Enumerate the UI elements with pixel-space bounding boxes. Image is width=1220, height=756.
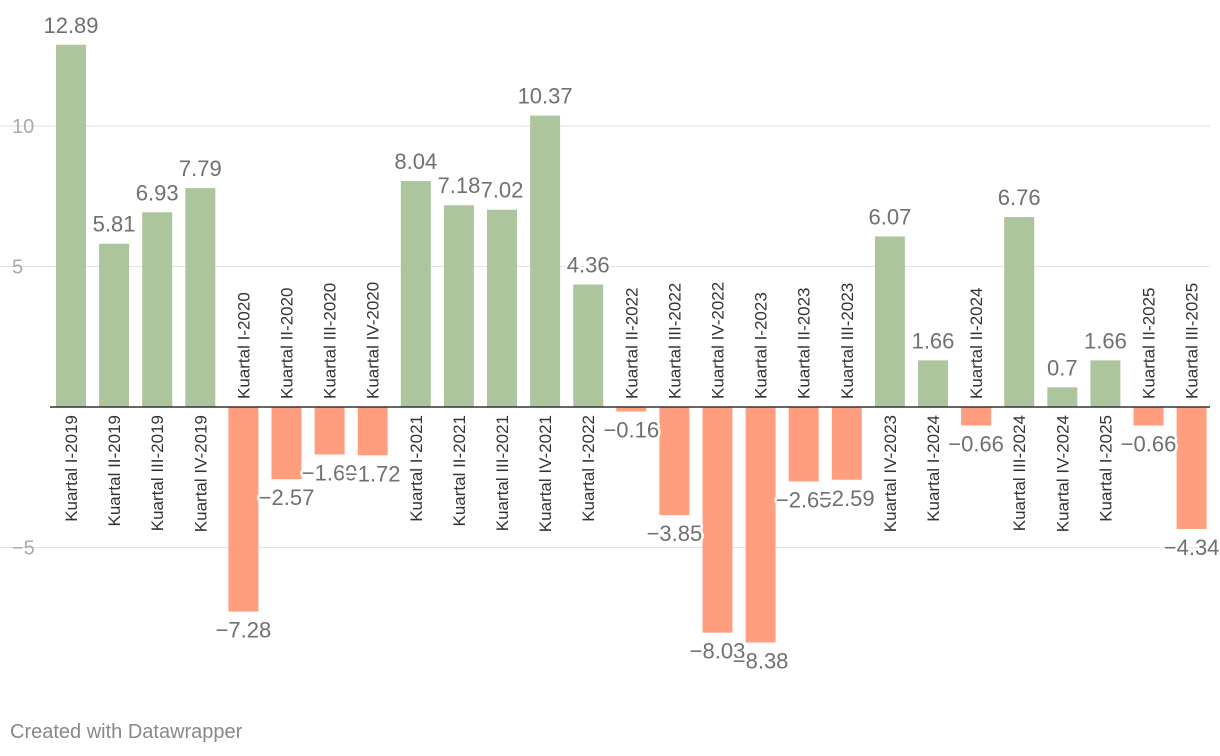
- category-labels: Kuartal I-2019 Kuartal II-2019 Kuartal III…: [62, 282, 1202, 532]
- value-label: 1.66: [1084, 328, 1127, 353]
- bar[interactable]: [487, 209, 517, 407]
- value-label: −2.65: [776, 487, 832, 512]
- bar[interactable]: [745, 407, 776, 643]
- bar[interactable]: [874, 236, 905, 407]
- value-label: 7.18: [437, 173, 480, 198]
- bar[interactable]: [1047, 387, 1078, 407]
- category-label: Kuartal I-2025: [1096, 415, 1115, 522]
- y-tick-label: −5: [12, 538, 35, 560]
- value-label: −2.57: [259, 485, 315, 510]
- category-label: Kuartal III-2019: [148, 415, 167, 531]
- value-label: −1.72: [345, 461, 401, 486]
- bar[interactable]: [271, 407, 302, 480]
- category-label: Kuartal IV-2020: [364, 282, 383, 399]
- value-label: −4.34: [1164, 535, 1220, 560]
- bar[interactable]: [400, 181, 431, 407]
- category-label: Kuartal IV-2019: [191, 415, 210, 532]
- value-label: −0.66: [1121, 432, 1177, 457]
- category-label: Kuartal IV-2022: [709, 282, 728, 399]
- value-label: 8.04: [394, 149, 437, 174]
- bar[interactable]: [314, 407, 345, 455]
- bar[interactable]: [573, 284, 604, 407]
- category-label: Kuartal III-2025: [1183, 283, 1202, 399]
- bar[interactable]: [702, 407, 733, 633]
- value-label: −0.66: [948, 432, 1004, 457]
- value-label: 7.02: [481, 178, 524, 203]
- category-label: Kuartal II-2025: [1140, 287, 1159, 399]
- value-label: −1.69: [302, 460, 358, 485]
- bar[interactable]: [1090, 360, 1121, 407]
- category-label: Kuartal I-2019: [62, 415, 81, 522]
- bar[interactable]: [99, 243, 130, 407]
- value-label: −2.59: [819, 486, 875, 511]
- value-label: 12.89: [43, 13, 98, 38]
- category-label: Kuartal I-2021: [407, 415, 426, 522]
- category-label: Kuartal II-2024: [967, 287, 986, 399]
- bar[interactable]: [56, 44, 86, 407]
- y-tick-label: 10: [12, 116, 34, 138]
- value-labels: 12.89 5.816.937.79 −7.28 −2.57−1.69−1.72 8.0…: [41, 10, 1220, 676]
- y-tick-label: 5: [12, 257, 23, 279]
- value-label: −7.28: [216, 618, 272, 643]
- bar[interactable]: [1176, 407, 1207, 529]
- bar[interactable]: [185, 188, 216, 407]
- value-label: 6.76: [998, 185, 1041, 210]
- category-label: Kuartal III-2022: [665, 283, 684, 399]
- category-label: Kuartal III-2021: [493, 415, 512, 531]
- category-label: Kuartal I-2024: [924, 415, 943, 522]
- category-label: Kuartal I-2023: [752, 292, 771, 399]
- bar[interactable]: [961, 407, 992, 426]
- category-label: Kuartal II-2023: [795, 287, 814, 399]
- value-label: −8.03: [690, 639, 746, 664]
- category-label: Kuartal I-2022: [579, 415, 598, 522]
- value-label: 10.37: [518, 84, 573, 109]
- category-label: Kuartal I-2020: [234, 292, 253, 399]
- category-label: Kuartal III-2024: [1010, 415, 1029, 531]
- value-label: 6.07: [868, 204, 911, 229]
- bar[interactable]: [1133, 407, 1164, 426]
- bar[interactable]: [918, 360, 948, 407]
- value-label: 7.79: [179, 156, 222, 181]
- category-label: Kuartal II-2019: [105, 415, 124, 527]
- bar-chart: 105−5 Kuartal I-2019 Kuartal II-2019 Kuart…: [0, 10, 1220, 676]
- bar[interactable]: [616, 407, 647, 412]
- datawrapper-credit[interactable]: Created with Datawrapper: [10, 721, 243, 743]
- value-label: 5.81: [93, 212, 136, 237]
- value-label: −8.38: [733, 648, 789, 673]
- bar[interactable]: [228, 407, 259, 612]
- value-label: 4.36: [567, 252, 610, 277]
- value-label: 6.93: [136, 180, 179, 205]
- value-label: 1.66: [912, 328, 955, 353]
- value-label: −0.16: [603, 417, 659, 442]
- bar[interactable]: [530, 115, 561, 407]
- category-label: Kuartal III-2023: [838, 283, 857, 399]
- bar[interactable]: [659, 407, 690, 516]
- category-label: Kuartal II-2020: [278, 287, 297, 399]
- category-label: Kuartal IV-2023: [881, 415, 900, 532]
- category-label: Kuartal II-2022: [622, 287, 641, 399]
- bar[interactable]: [443, 205, 474, 407]
- category-label: Kuartal II-2021: [450, 415, 469, 527]
- value-label: 0.7: [1047, 355, 1078, 380]
- bar[interactable]: [788, 407, 819, 482]
- category-label: Kuartal IV-2021: [536, 415, 555, 532]
- bar[interactable]: [1004, 217, 1035, 407]
- value-label: −3.85: [647, 521, 703, 546]
- bars: [50, 44, 1210, 643]
- bar[interactable]: [142, 212, 173, 407]
- category-label: Kuartal III-2020: [321, 283, 340, 399]
- bar[interactable]: [831, 407, 862, 480]
- category-label: Kuartal IV-2024: [1053, 415, 1072, 532]
- bar[interactable]: [357, 407, 388, 456]
